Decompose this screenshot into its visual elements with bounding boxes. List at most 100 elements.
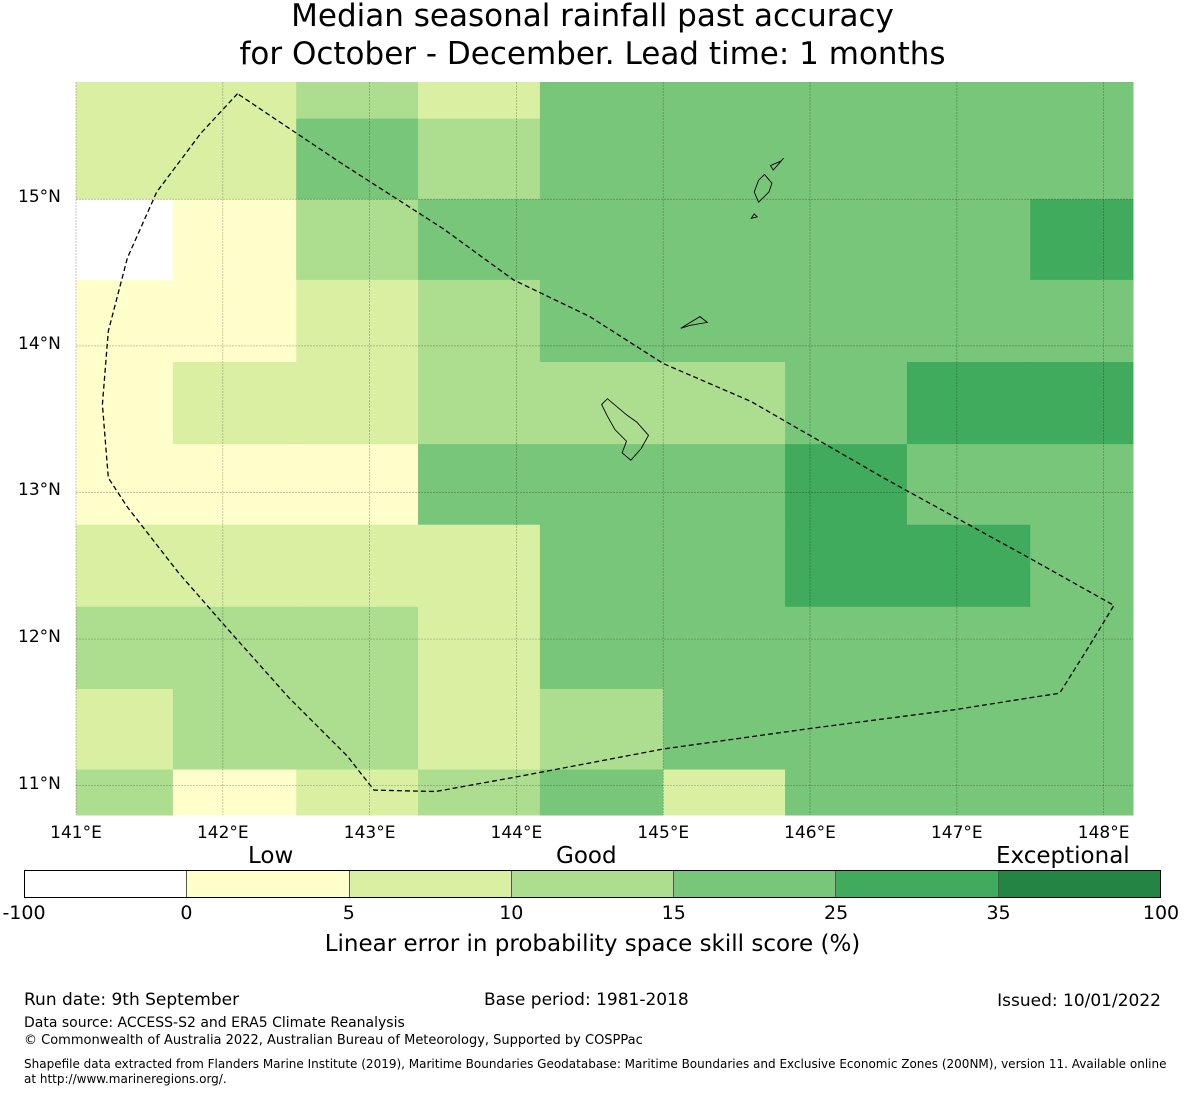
grid-cell <box>785 524 908 608</box>
grid-cell <box>76 82 174 120</box>
colorbar-segment <box>349 871 512 897</box>
data-source: Data source: ACCESS-S2 and ERA5 Climate … <box>24 1015 405 1031</box>
longitude-tick-label: 145°E <box>637 823 690 843</box>
grid-cell <box>1030 118 1134 200</box>
chart-title-line-1: Median seasonal rainfall past accuracy <box>291 0 894 34</box>
grid-cell <box>1030 688 1134 771</box>
grid-cell <box>172 606 297 690</box>
colorbar-tick-label: -100 <box>2 902 46 924</box>
grid-cell <box>418 279 541 363</box>
grid-cell <box>785 82 908 120</box>
grid-cell <box>172 444 297 526</box>
grid-cell <box>1030 279 1134 363</box>
grid-cell <box>663 688 786 771</box>
base-period: Base period: 1981-2018 <box>484 990 689 1010</box>
grid-cell <box>172 362 297 445</box>
grid-cell <box>663 524 786 608</box>
longitude-tick-label: 143°E <box>343 823 396 843</box>
grid-cell <box>418 524 541 608</box>
colorbar <box>24 870 1161 898</box>
grid-cell <box>906 82 1031 120</box>
grid-cell <box>1030 444 1134 526</box>
grid-cell <box>418 688 541 771</box>
category-good-label: Good <box>556 843 617 869</box>
island-outline <box>769 157 784 171</box>
grid-cell <box>296 199 419 281</box>
grid-cell <box>172 118 297 200</box>
grid-cell <box>76 524 174 608</box>
colorbar-segment <box>998 871 1160 897</box>
grid-cell <box>906 199 1031 281</box>
colorbar-segment <box>25 871 188 897</box>
grid-cell <box>418 606 541 690</box>
colorbar-segment <box>674 871 837 897</box>
grid-cell <box>296 279 419 363</box>
grid-cell <box>1030 606 1134 690</box>
grid-cell <box>296 82 419 120</box>
colorbar-title: Linear error in probability space skill … <box>324 931 861 957</box>
skill-map <box>75 82 1134 816</box>
grid-cell <box>76 362 174 445</box>
eez-boundary <box>101 93 1115 793</box>
grid-cell <box>539 118 664 200</box>
grid-cell <box>296 769 419 816</box>
grid-cell <box>906 118 1031 200</box>
latitude-tick-label: 14°N <box>18 333 61 354</box>
grid-cell <box>76 769 174 816</box>
grid-cell <box>418 362 541 445</box>
grid-cell <box>296 444 419 526</box>
grid-cell <box>785 279 908 363</box>
grid-cell <box>172 524 297 608</box>
grid-cell <box>906 279 1031 363</box>
copyright-notice: © Commonwealth of Australia 2022, Austra… <box>24 1033 643 1048</box>
grid-cell <box>906 688 1031 771</box>
grid-cell <box>172 769 297 816</box>
grid-cell <box>663 82 786 120</box>
grid-cell <box>785 688 908 771</box>
grid-cell <box>76 279 174 363</box>
island-outline <box>750 213 759 219</box>
grid-cell <box>539 524 664 608</box>
chart-title-line-2: for October - December. Lead time: 1 mon… <box>239 36 946 72</box>
colorbar-tick-label: 100 <box>1142 902 1180 924</box>
colorbar-tick-label: 0 <box>180 902 193 924</box>
longitude-tick-label: 144°E <box>490 823 543 843</box>
grid-cell <box>296 362 419 445</box>
grid-cell <box>785 362 908 445</box>
latitude-tick-label: 11°N <box>18 773 61 794</box>
grid-cell <box>663 362 786 445</box>
colorbar-tick-label: 10 <box>499 902 524 924</box>
grid-cell <box>906 606 1031 690</box>
run-date: Run date: 9th September <box>24 990 240 1010</box>
island-outline <box>601 398 650 461</box>
grid-cell <box>418 199 541 281</box>
grid-cell <box>418 82 541 120</box>
category-exceptional-label: Exceptional <box>996 843 1130 869</box>
grid-cell <box>663 199 786 281</box>
colorbar-segment <box>511 871 675 897</box>
grid-cell <box>76 688 174 771</box>
grid-cell <box>785 606 908 690</box>
grid-cell <box>172 199 297 281</box>
island-outline <box>753 173 773 203</box>
grid-cell <box>785 118 908 200</box>
category-low-label: Low <box>248 843 294 869</box>
grid-cell <box>172 279 297 363</box>
colorbar-segment <box>187 871 350 897</box>
issued-date: Issued: 10/01/2022 <box>997 991 1161 1011</box>
grid-cell <box>906 769 1031 816</box>
grid-cell <box>172 82 297 120</box>
grid-cell <box>76 444 174 526</box>
colorbar-tick-label: 25 <box>824 902 849 924</box>
longitude-tick-label: 146°E <box>784 823 836 843</box>
grid-cell <box>296 524 419 608</box>
grid-cell <box>1030 199 1134 281</box>
grid-cell <box>539 82 664 120</box>
grid-cell <box>418 118 541 200</box>
grid-cell <box>663 444 786 526</box>
shapefile-credit: Shapefile data extracted from Flanders M… <box>24 1057 1167 1086</box>
grid-cell <box>539 769 664 816</box>
grid-cell <box>906 524 1031 608</box>
grid-cell <box>663 769 786 816</box>
grid-cell <box>1030 524 1134 608</box>
